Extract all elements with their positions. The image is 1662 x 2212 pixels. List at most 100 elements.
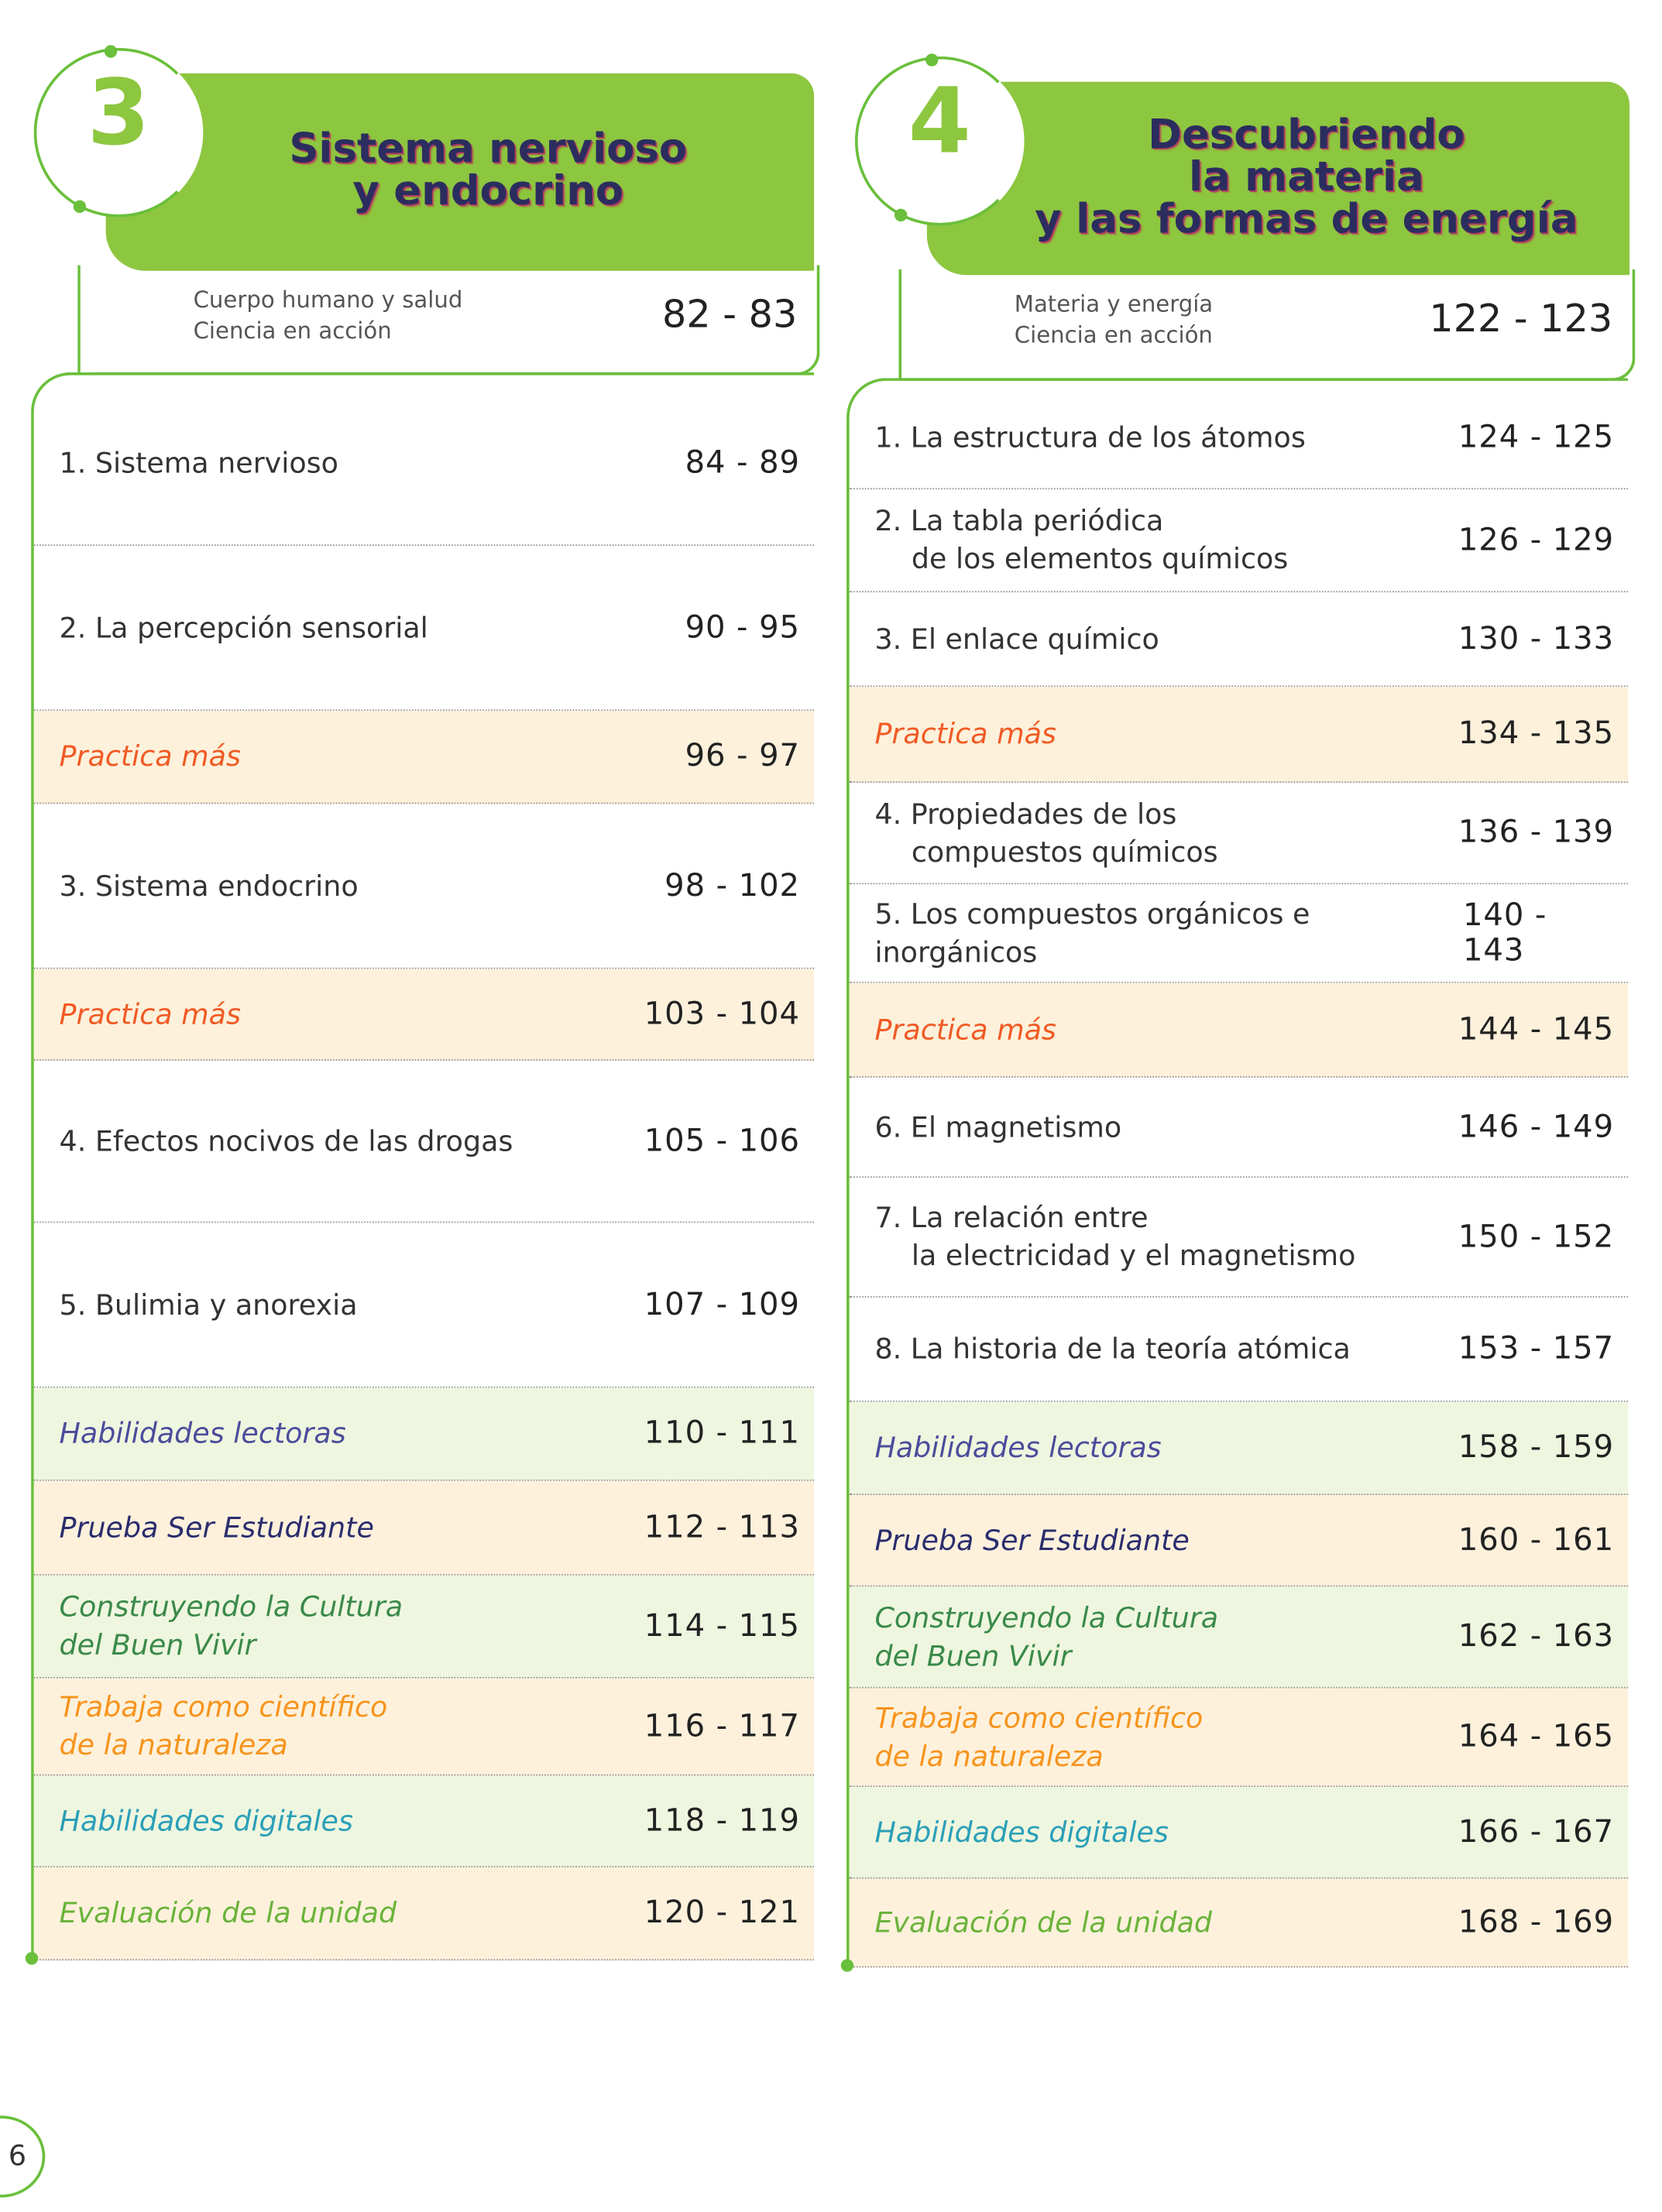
toc-entry-title: 8. La historia de la teoría atómica — [874, 1330, 1350, 1368]
unit-title-line: y las formas de energía — [1035, 194, 1578, 243]
toc-entry-title: Practica más — [874, 715, 1056, 753]
toc-entry-title: 4. Efectos nocivos de las drogas — [60, 1122, 513, 1160]
intro-topic: Materia y energía — [1014, 290, 1214, 317]
intro-topic: Cuerpo humano y salud — [193, 286, 463, 314]
toc-entry-title: 1. La estructura de los átomos — [874, 418, 1305, 456]
toc-entry-title: 6. El magnetismo — [874, 1108, 1121, 1146]
toc-entry-lesson[interactable]: 8. La historia de la teoría atómica 153 -… — [849, 1298, 1629, 1402]
toc-entry-evaluacion[interactable]: Evaluación de la unidad 168 - 169 — [849, 1878, 1629, 1968]
toc-entry-title: Practica más — [60, 738, 241, 776]
toc-entry-title: Habilidades lectoras — [874, 1428, 1161, 1466]
decorative-dot — [925, 53, 939, 67]
page-number-badge: 6 — [0, 2115, 46, 2198]
page-number: 6 — [8, 2138, 27, 2173]
toc-entry-lectoras[interactable]: Habilidades lectoras 158 - 159 — [849, 1401, 1629, 1496]
toc-entry-prueba[interactable]: Prueba Ser Estudiante 160 - 161 — [849, 1495, 1629, 1587]
toc-entry-pages: 150 - 152 — [1458, 1219, 1615, 1255]
toc-entry-pages: 153 - 157 — [1458, 1331, 1615, 1367]
toc-entry-lesson[interactable]: 6. El magnetismo 146 - 149 — [849, 1078, 1629, 1178]
unit-number: 4 — [908, 70, 971, 175]
decorative-dot — [104, 45, 118, 58]
toc-entry-title-line: de los elementos químicos — [911, 541, 1289, 576]
toc-entry-practica[interactable]: Practica más 96 - 97 — [33, 711, 815, 804]
unit-title-line: Sistema nervioso — [289, 124, 688, 173]
toc-entry-pages: 168 - 169 — [1458, 1905, 1615, 1940]
toc-entry-title-line: Construyendo la Cultura — [59, 1590, 403, 1624]
unit-contents-list: 1. La estructura de los átomos 124 - 125 2… — [846, 378, 1629, 1968]
toc-entry-prueba[interactable]: Prueba Ser Estudiante 112 - 113 — [33, 1480, 815, 1576]
toc-entry-lesson[interactable]: 2. La percepción sensorial 90 - 95 — [33, 546, 815, 712]
toc-entry-lesson[interactable]: 4. Propiedades de los compuestos químicos… — [849, 783, 1629, 885]
toc-entry-practica[interactable]: Practica más 144 - 145 — [849, 983, 1629, 1078]
toc-entry-title-line: Prueba Ser Estudiante — [59, 1510, 374, 1544]
toc-entry-title-line: compuestos químicos — [911, 834, 1218, 869]
toc-entry-title: 5. Los compuestos orgánicos e inorgánico… — [874, 895, 1463, 971]
toc-entry-title-line: 1. Sistema nervioso — [59, 444, 338, 479]
toc-entry-title-line: la electricidad y el magnetismo — [911, 1238, 1356, 1273]
toc-entry-pages: 136 - 139 — [1458, 814, 1615, 851]
toc-entry-title-line: 2. La percepción sensorial — [59, 609, 428, 644]
unit-intro-box: Materia y energía Ciencia en acción 122 - … — [898, 269, 1636, 381]
decorative-dot — [840, 1959, 854, 1972]
toc-entry-lesson[interactable]: 7. La relación entre la electricidad y el… — [849, 1178, 1629, 1298]
toc-entry-title-line: Practica más — [59, 996, 241, 1031]
toc-entry-title: Habilidades lectoras — [60, 1415, 346, 1452]
toc-entry-pages: 144 - 145 — [1458, 1012, 1615, 1048]
toc-entry-evaluacion[interactable]: Evaluación de la unidad 120 - 121 — [33, 1867, 815, 1961]
toc-entry-title-line: 8. La historia de la teoría atómica — [874, 1331, 1351, 1366]
toc-entry-title: Construyendo la Cultura del Buen Vivir — [874, 1599, 1218, 1675]
toc-entry-title-line: 5. Los compuestos orgánicos e inorgánico… — [874, 896, 1310, 969]
toc-entry-title-line: 4. Efectos nocivos de las drogas — [59, 1123, 513, 1157]
toc-entry-title-line: de la naturaleza — [59, 1727, 288, 1762]
decorative-dot — [73, 200, 87, 214]
toc-entry-trabaja[interactable]: Trabaja como científico de la naturaleza 1… — [33, 1678, 815, 1776]
decorative-dot — [894, 208, 908, 222]
toc-entry-title-line: Construyendo la Cultura — [874, 1600, 1219, 1634]
toc-entry-title: Prueba Ser Estudiante — [874, 1521, 1189, 1559]
toc-entry-title-line: 6. El magnetismo — [874, 1109, 1122, 1144]
toc-entry-title-line: Habilidades lectoras — [874, 1430, 1162, 1464]
toc-entry-lesson[interactable]: 1. Sistema nervioso 84 - 89 — [33, 381, 815, 546]
toc-entry-lesson[interactable]: 2. La tabla periódica de los elementos qu… — [849, 489, 1629, 593]
toc-entry-lesson[interactable]: 1. La estructura de los átomos 124 - 125 — [849, 386, 1629, 490]
toc-entry-trabaja[interactable]: Trabaja como científico de la naturaleza 1… — [849, 1688, 1629, 1788]
toc-entry-digitales[interactable]: Habilidades digitales 166 - 167 — [849, 1787, 1629, 1879]
toc-entry-title: 3. Sistema endocrino — [60, 866, 359, 904]
toc-entry-pages: 162 - 163 — [1458, 1619, 1615, 1655]
toc-entry-title: 1. Sistema nervioso — [60, 444, 338, 482]
toc-entry-title: Habilidades digitales — [60, 1802, 353, 1840]
toc-entry-title: 7. La relación entre la electricidad y el… — [874, 1199, 1355, 1274]
toc-entry-lesson[interactable]: 3. El enlace químico 130 - 133 — [849, 592, 1629, 688]
toc-entry-title-line: de la naturaleza — [874, 1738, 1104, 1772]
toc-entry-title-line: Habilidades lectoras — [59, 1415, 346, 1450]
toc-entry-title: Practica más — [60, 995, 241, 1033]
toc-entry-practica[interactable]: Practica más 103 - 104 — [33, 969, 815, 1061]
toc-entry-pages: 112 - 113 — [644, 1510, 800, 1545]
toc-entry-lesson[interactable]: 5. Bulimia y anorexia 107 - 109 — [33, 1223, 815, 1388]
toc-entry-title: Evaluación de la unidad — [874, 1903, 1212, 1941]
toc-entry-pages: 90 - 95 — [685, 609, 800, 646]
toc-entry-pages: 98 - 102 — [664, 868, 800, 904]
toc-entry-title: 3. El enlace químico — [874, 620, 1159, 658]
toc-entry-buen-vivir[interactable]: Construyendo la Cultura del Buen Vivir 162… — [849, 1586, 1629, 1689]
toc-entry-title-line: 4. Propiedades de los — [874, 796, 1177, 831]
toc-entry-buen-vivir[interactable]: Construyendo la Cultura del Buen Vivir 114… — [33, 1575, 815, 1679]
toc-entry-title: Evaluación de la unidad — [60, 1895, 397, 1932]
toc-entry-title: 2. La tabla periódica de los elementos qu… — [874, 502, 1288, 578]
toc-entry-pages: 146 - 149 — [1458, 1109, 1615, 1145]
toc-entry-lectoras[interactable]: Habilidades lectoras 110 - 111 — [33, 1387, 815, 1481]
toc-entry-lesson[interactable]: 5. Los compuestos orgánicos e inorgánico… — [849, 884, 1629, 983]
toc-entry-lesson[interactable]: 3. Sistema endocrino 98 - 102 — [33, 804, 815, 969]
toc-entry-pages: 158 - 159 — [1458, 1430, 1615, 1466]
toc-entry-title: Trabaja como científico de la naturaleza — [60, 1689, 388, 1764]
toc-entry-title-line: Practica más — [874, 1012, 1056, 1046]
toc-entry-pages: 120 - 121 — [644, 1895, 800, 1931]
intro-topic: Ciencia en acción — [1014, 321, 1213, 348]
toc-entry-digitales[interactable]: Habilidades digitales 118 - 119 — [33, 1775, 815, 1867]
toc-entry-title-line: Prueba Ser Estudiante — [874, 1522, 1190, 1557]
toc-entry-practica[interactable]: Practica más 134 - 135 — [849, 687, 1629, 784]
toc-entry-pages: 140 - 143 — [1463, 897, 1547, 969]
unit-intro-pages: 82 - 83 — [662, 293, 798, 338]
toc-entry-lesson[interactable]: 4. Efectos nocivos de las drogas 105 - 10… — [33, 1061, 815, 1223]
intro-topic: Ciencia en acción — [193, 317, 392, 345]
